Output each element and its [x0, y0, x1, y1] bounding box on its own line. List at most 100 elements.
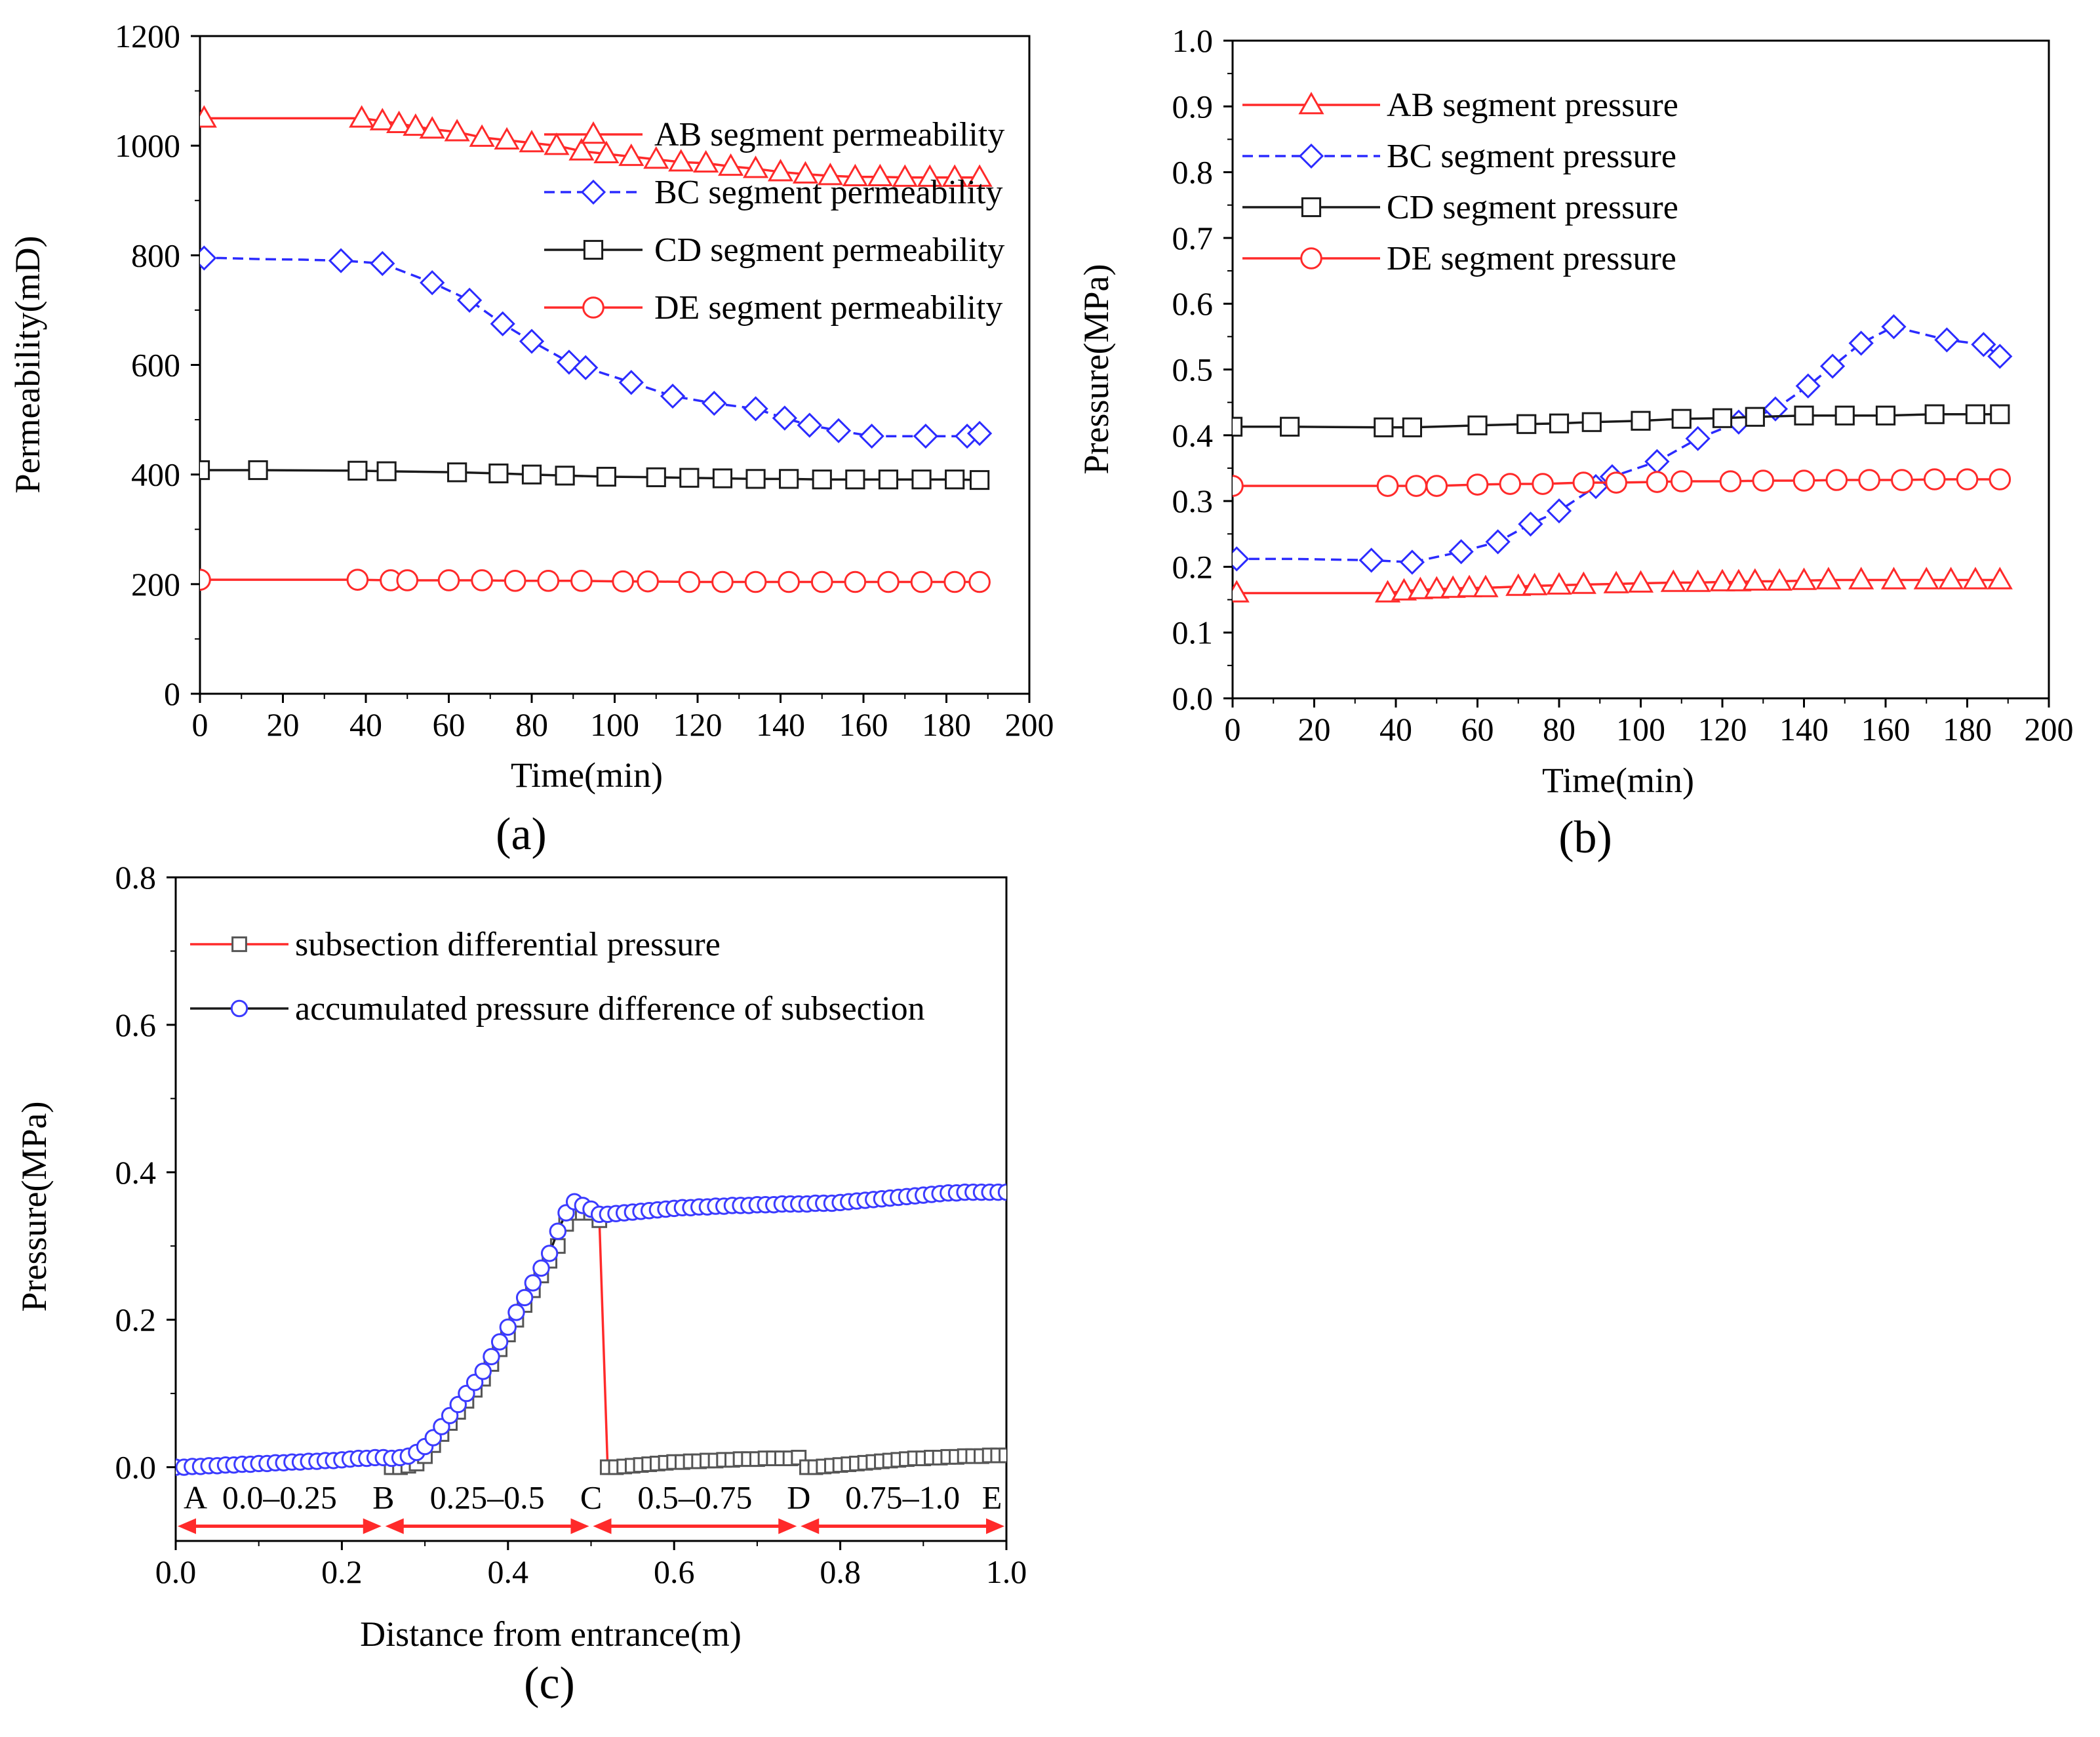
data-point-circle	[877, 570, 900, 593]
x-tick-label: 120	[673, 706, 723, 743]
legend-marker-triangle	[1298, 91, 1324, 115]
legend-entry: AB segment permeability	[544, 116, 1004, 153]
segment-arrow	[178, 1518, 382, 1534]
y-tick-label: 200	[131, 566, 180, 603]
data-point-circle	[474, 1363, 492, 1380]
legend-label: BC segment permeability	[654, 174, 1002, 211]
chart-a: 0 20 40 60 80 100 120 140 160 180 200 0 200 400 600 800…	[8, 18, 1054, 860]
y-tick-label: 0.7	[1172, 220, 1214, 256]
data-point-triangle	[1660, 569, 1686, 592]
data-point-diamond	[859, 424, 884, 449]
panel-label: (a)	[496, 809, 547, 860]
segment-arrow-head-right	[570, 1518, 589, 1534]
data-point-circle	[910, 570, 933, 593]
series-line-1	[176, 1191, 1006, 1469]
data-point-triangle	[386, 110, 412, 133]
data-point-square	[1280, 416, 1300, 437]
data-point-square	[488, 463, 509, 484]
legend-entry: DE segment permeability	[544, 289, 1002, 327]
data-point-circle	[678, 570, 701, 593]
data-point-circle	[844, 570, 867, 593]
data-point-circle	[943, 570, 966, 593]
x-tick-label: 20	[1298, 711, 1331, 748]
legend-label: CD segment pressure	[1387, 189, 1678, 226]
point-label: A	[184, 1479, 207, 1516]
data-point-square	[712, 468, 733, 489]
data-point-square	[521, 464, 542, 485]
x-tick-label: 180	[1943, 711, 1992, 748]
data-point-triangle	[568, 138, 595, 161]
legend-label: DE segment pressure	[1387, 240, 1676, 277]
legend-entry: CD segment pressure	[1242, 189, 1678, 226]
data-point-circle	[778, 570, 800, 593]
data-point-triangle	[1815, 567, 1842, 589]
point-label: B	[372, 1479, 394, 1516]
data-point-diamond	[328, 248, 354, 273]
data-point-triangle	[668, 149, 694, 172]
data-point-triangle	[1742, 568, 1768, 591]
data-point-triangle	[1233, 580, 1250, 603]
data-point-square	[555, 466, 575, 486]
data-point-square	[1712, 408, 1733, 428]
data-point-square	[1467, 415, 1488, 435]
data-point-circle	[499, 1318, 517, 1336]
data-point-diamond	[772, 405, 797, 431]
data-point-square	[970, 469, 990, 490]
data-point-circle	[1233, 475, 1244, 497]
data-point-triangle	[867, 163, 893, 187]
segment-label: 0.25–0.5	[430, 1479, 545, 1516]
data-point-triangle	[842, 163, 868, 187]
panel-label: (b)	[1558, 812, 1612, 863]
data-point-diamond	[1518, 511, 1543, 537]
segment-arrow-head-left	[178, 1518, 196, 1534]
data-point-square	[376, 461, 397, 481]
data-point-square	[1745, 407, 1765, 427]
point-label: E	[982, 1479, 1002, 1516]
y-tick-label: 0.0	[115, 1449, 157, 1486]
x-tick-label: 140	[756, 706, 805, 743]
y-tick-label: 800	[131, 237, 180, 273]
data-point-square	[646, 467, 666, 487]
data-point-triangle	[494, 127, 520, 150]
data-point-square	[1875, 405, 1896, 426]
data-point-diamond	[1233, 546, 1250, 572]
segment-arrow-head-left	[593, 1518, 612, 1534]
data-point-circle	[1499, 473, 1522, 495]
data-point-circle	[1646, 471, 1669, 493]
data-point-square	[779, 469, 799, 489]
data-point-triangle	[966, 164, 993, 187]
x-tick-label: 40	[1379, 711, 1412, 748]
data-point-triangle	[792, 161, 819, 184]
x-tick-label: 100	[590, 706, 639, 743]
x-tick-label: 60	[433, 706, 466, 743]
x-tick-label: 200	[1005, 706, 1054, 743]
x-tick-label: 0.4	[488, 1553, 529, 1590]
y-tick-label: 0	[164, 675, 180, 712]
data-point-diamond	[1971, 332, 1996, 357]
data-point-triangle	[1407, 576, 1433, 599]
x-tick-label: 160	[1861, 711, 1911, 748]
data-point-diamond	[1795, 373, 1821, 399]
data-point-diamond	[1546, 498, 1572, 524]
y-tick-label: 0.6	[1172, 285, 1214, 322]
segment-label: 0.75–1.0	[845, 1479, 960, 1516]
legend-marker-circle	[582, 296, 604, 319]
segment-arrow-head-right	[778, 1518, 797, 1534]
data-point-triangle	[1726, 569, 1752, 591]
data-point-circle	[549, 1222, 567, 1240]
data-point-diamond	[1685, 426, 1711, 451]
data-point-circle	[637, 570, 659, 593]
series-square-group	[384, 1205, 1006, 1475]
data-point-square	[679, 468, 700, 488]
series-line-0	[391, 1211, 1006, 1469]
legend-marker-square	[583, 239, 604, 260]
data-point-triangle	[718, 153, 744, 176]
data-point-circle	[200, 569, 211, 591]
data-point-square	[999, 1447, 1006, 1464]
data-point-triangle	[419, 116, 445, 139]
y-tick-label: 400	[131, 456, 180, 493]
data-point-diamond	[490, 311, 515, 336]
data-point-triangle	[618, 143, 644, 167]
data-point-diamond	[1762, 396, 1789, 422]
data-point-diamond	[1819, 353, 1846, 379]
